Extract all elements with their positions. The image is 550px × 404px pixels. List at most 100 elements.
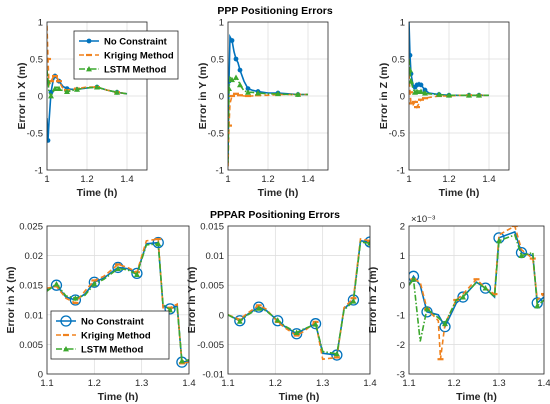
data-point-marker: [69, 294, 82, 306]
x-axis-label: Time (h): [439, 187, 480, 199]
data-point-marker: [331, 349, 343, 361]
data-point-marker: [56, 85, 62, 91]
y-tick-label: -0.5: [27, 129, 43, 140]
y-tick-label: -3: [397, 370, 405, 381]
data-point-marker: [457, 291, 469, 303]
data-point-marker: [178, 357, 185, 364]
data-point-marker: [424, 305, 430, 312]
data-point-marker: [52, 85, 58, 91]
y-tick-label: -1: [397, 310, 405, 321]
y-tick-label: 0.015: [200, 222, 224, 233]
x-tick-label: 1.2: [261, 174, 274, 185]
x-tick-label: 1.4: [182, 378, 195, 389]
x-axis-label: Time (h): [98, 391, 139, 403]
y-tick-label: 0: [400, 281, 405, 292]
y-axis-label: Error in X (m): [16, 62, 28, 129]
y-tick-label: -1: [397, 166, 405, 177]
data-point-marker: [442, 320, 448, 327]
series-line-lstm-method: [409, 233, 544, 342]
legend-marker: [60, 315, 72, 327]
data-point-marker: [152, 236, 164, 249]
panel-6: 1.1 1.2 1.3 1.4 -3 -2 -1 0 1 2 Time (h) Error in Z …: [367, 214, 550, 403]
chart-title: PPPAR Positioning Errors: [210, 209, 340, 221]
panel-1: 1 1.2 1.4 -1 -0.5 0 0.5 1 Time (h) Error in X (m)…: [16, 5, 333, 199]
panel-3: 1 1.2 1.4 -1 -0.5 0 0.5 1 Time (h) Error in Z (m): [378, 18, 510, 199]
data-point-marker: [476, 92, 482, 98]
x-tick-label: 1.3: [135, 378, 148, 389]
y-tick-label: -0.5: [208, 129, 224, 140]
x-tick-label: 1.4: [482, 174, 495, 185]
axes-frame: [46, 21, 148, 171]
data-point-marker: [496, 237, 502, 244]
axes-frame: [408, 225, 545, 375]
data-point-marker: [112, 261, 124, 274]
data-point-marker: [233, 74, 239, 80]
y-axis-label: Error in Z (m): [378, 63, 390, 130]
y-tick-label: 0: [219, 310, 224, 321]
data-point-marker: [418, 82, 424, 88]
data-point-marker: [422, 90, 428, 96]
data-point-marker: [115, 265, 121, 272]
series-line-lstm-method: [228, 241, 370, 355]
data-point-marker: [466, 92, 472, 98]
legend-2: No Constraint Kriging Method LSTM Method: [50, 310, 170, 360]
x-tick-label: 1.4: [363, 378, 376, 389]
y-tick-label: 1: [400, 18, 405, 29]
x-tick-label: 1.1: [221, 378, 234, 389]
legend-entry-label: No Constraint: [81, 317, 145, 328]
plot-area: [47, 236, 189, 368]
y-axis-label: Error in Y (m): [197, 63, 209, 130]
data-point-marker: [309, 318, 322, 330]
data-point-marker: [274, 317, 281, 323]
axes-frame: [227, 225, 371, 375]
data-point-marker: [53, 281, 60, 287]
data-point-marker: [293, 329, 300, 335]
x-tick-label: 1: [406, 174, 411, 185]
data-point-marker: [409, 52, 413, 58]
x-axis-label: Time (h): [77, 187, 118, 199]
data-point-marker: [534, 302, 541, 309]
axes-frame: [46, 225, 190, 375]
y-tick-label: -1: [216, 166, 224, 177]
axes-frame: [227, 21, 329, 171]
data-point-marker: [155, 240, 162, 247]
x-tick-label: 1.2: [442, 174, 455, 185]
data-point-marker: [72, 295, 79, 301]
plot-area: [228, 33, 308, 167]
y-tick-label: 0: [400, 92, 405, 103]
y-tick-label: 0.5: [211, 55, 224, 66]
y-tick-label: 1: [400, 251, 405, 262]
y-tick-label: 0: [38, 370, 43, 381]
y-tick-label: -1: [35, 166, 43, 177]
x-tick-label: 1.3: [492, 378, 505, 389]
data-point-marker: [275, 90, 281, 97]
data-point-marker: [114, 89, 120, 95]
data-point-marker: [350, 298, 357, 304]
data-point-marker: [272, 315, 284, 327]
y-axis-label: Error in Y (m): [186, 267, 198, 334]
data-point-marker: [133, 271, 140, 277]
y-tick-label: -0.005: [197, 340, 224, 351]
legend-marker: [63, 346, 69, 352]
data-point-marker: [518, 252, 525, 258]
data-point-marker: [64, 88, 70, 94]
x-tick-label: 1.2: [88, 378, 101, 389]
data-point-marker: [255, 305, 262, 311]
x-axis-label: Time (h): [456, 391, 497, 403]
y-tick-label: 0.025: [19, 222, 43, 233]
x-axis-label: Time (h): [258, 187, 299, 199]
data-point-marker: [245, 89, 251, 95]
plot-area: [409, 226, 544, 361]
y-tick-label: 0.01: [206, 251, 225, 262]
data-point-marker: [234, 315, 246, 327]
data-point-marker: [236, 318, 243, 324]
legend-1: No Constraint Kriging Method LSTM Method: [73, 30, 179, 80]
x-tick-label: 1.2: [80, 174, 93, 185]
legend-marker: [86, 66, 92, 72]
data-point-marker: [295, 91, 301, 97]
data-point-marker: [460, 294, 466, 300]
axes-frame: [408, 21, 510, 171]
y-axis-label: Error in X (m): [5, 266, 17, 333]
y-tick-label: 0.005: [19, 340, 43, 351]
